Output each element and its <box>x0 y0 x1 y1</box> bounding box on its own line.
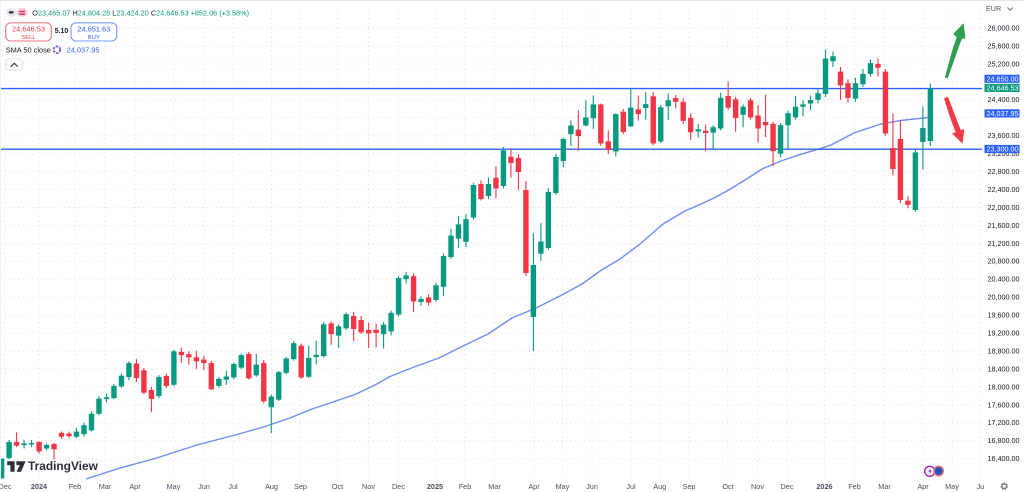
svg-text:Aug: Aug <box>653 482 666 491</box>
svg-text:SELL: SELL <box>21 35 36 41</box>
svg-text:25,600.00: 25,600.00 <box>988 41 1020 50</box>
svg-text:24,037.95: 24,037.95 <box>987 109 1019 118</box>
svg-text:22,000.00: 22,000.00 <box>988 203 1020 212</box>
svg-text:Feb: Feb <box>848 482 861 491</box>
svg-text:17,600.00: 17,600.00 <box>988 400 1020 409</box>
svg-text:Feb: Feb <box>459 482 472 491</box>
svg-text:16,400.00: 16,400.00 <box>988 454 1020 463</box>
svg-text:2024: 2024 <box>31 482 48 491</box>
svg-text:Nov: Nov <box>751 482 764 491</box>
svg-text:19,200.00: 19,200.00 <box>988 329 1020 338</box>
svg-text:Dec: Dec <box>0 482 12 491</box>
svg-text:16,800.00: 16,800.00 <box>988 436 1020 445</box>
svg-text:EUR: EUR <box>986 4 1001 13</box>
svg-text:Mar: Mar <box>99 482 112 491</box>
svg-text:2025: 2025 <box>427 482 443 491</box>
svg-text:May: May <box>556 482 570 491</box>
svg-text:Nov: Nov <box>362 482 375 491</box>
svg-text:Apr: Apr <box>528 482 540 491</box>
svg-text:24,400.00: 24,400.00 <box>988 95 1020 104</box>
svg-text:18,400.00: 18,400.00 <box>988 364 1020 373</box>
svg-text:23,600.00: 23,600.00 <box>988 131 1020 140</box>
svg-text:Apr: Apr <box>917 482 929 491</box>
svg-text:25,200.00: 25,200.00 <box>988 59 1020 68</box>
svg-text:May: May <box>945 482 959 491</box>
svg-text:26,000.00: 26,000.00 <box>988 24 1020 33</box>
svg-text:Apr: Apr <box>129 482 141 491</box>
svg-text:Sep: Sep <box>294 482 307 491</box>
svg-text:O23,465.07 H24,804.28 L23,424.: O23,465.07 H24,804.28 L23,424.20 C24,646… <box>32 8 249 17</box>
svg-text:Jun: Jun <box>586 482 598 491</box>
svg-text:21,200.00: 21,200.00 <box>988 239 1020 248</box>
svg-text:BUY: BUY <box>88 35 100 41</box>
svg-text:May: May <box>167 482 181 491</box>
svg-text:24,037.95: 24,037.95 <box>67 45 100 54</box>
svg-text:Jun: Jun <box>198 482 210 491</box>
svg-text:SMA 50 close: SMA 50 close <box>6 45 51 54</box>
svg-text:Dec: Dec <box>392 482 405 491</box>
svg-text:18,000.00: 18,000.00 <box>988 382 1020 391</box>
svg-text:5.10: 5.10 <box>55 28 69 35</box>
svg-text:23,200.00: 23,200.00 <box>988 149 1020 158</box>
svg-text:Dec: Dec <box>781 482 794 491</box>
svg-text:Mar: Mar <box>878 482 891 491</box>
svg-text:20,800.00: 20,800.00 <box>988 257 1020 266</box>
svg-text:24,646.53: 24,646.53 <box>12 25 45 34</box>
svg-text:17,200.00: 17,200.00 <box>988 418 1020 427</box>
svg-text:2026: 2026 <box>816 482 832 491</box>
svg-text:Ju: Ju <box>977 482 985 491</box>
svg-text:20,000.00: 20,000.00 <box>988 293 1020 302</box>
svg-text:Jul: Jul <box>228 482 238 491</box>
svg-text:Mar: Mar <box>488 482 501 491</box>
svg-text:TradingView: TradingView <box>28 459 99 473</box>
svg-text:Aug: Aug <box>265 482 278 491</box>
svg-text:19,600.00: 19,600.00 <box>988 311 1020 320</box>
svg-text:Jul: Jul <box>626 482 636 491</box>
svg-text:20,400.00: 20,400.00 <box>988 275 1020 284</box>
svg-text:22,400.00: 22,400.00 <box>988 185 1020 194</box>
svg-text:24,650.00: 24,650.00 <box>987 74 1019 83</box>
svg-text:23,300.00: 23,300.00 <box>987 145 1019 154</box>
svg-text:Sep: Sep <box>683 482 696 491</box>
svg-text:21,600.00: 21,600.00 <box>988 221 1020 230</box>
svg-text:22,800.00: 22,800.00 <box>988 167 1020 176</box>
svg-text:24,651.63: 24,651.63 <box>77 25 110 34</box>
svg-text:18,800.00: 18,800.00 <box>988 347 1020 356</box>
svg-text:24,646.53: 24,646.53 <box>987 83 1019 92</box>
svg-text:Oct: Oct <box>722 482 733 491</box>
svg-text:Oct: Oct <box>332 482 343 491</box>
svg-text:Feb: Feb <box>69 482 82 491</box>
